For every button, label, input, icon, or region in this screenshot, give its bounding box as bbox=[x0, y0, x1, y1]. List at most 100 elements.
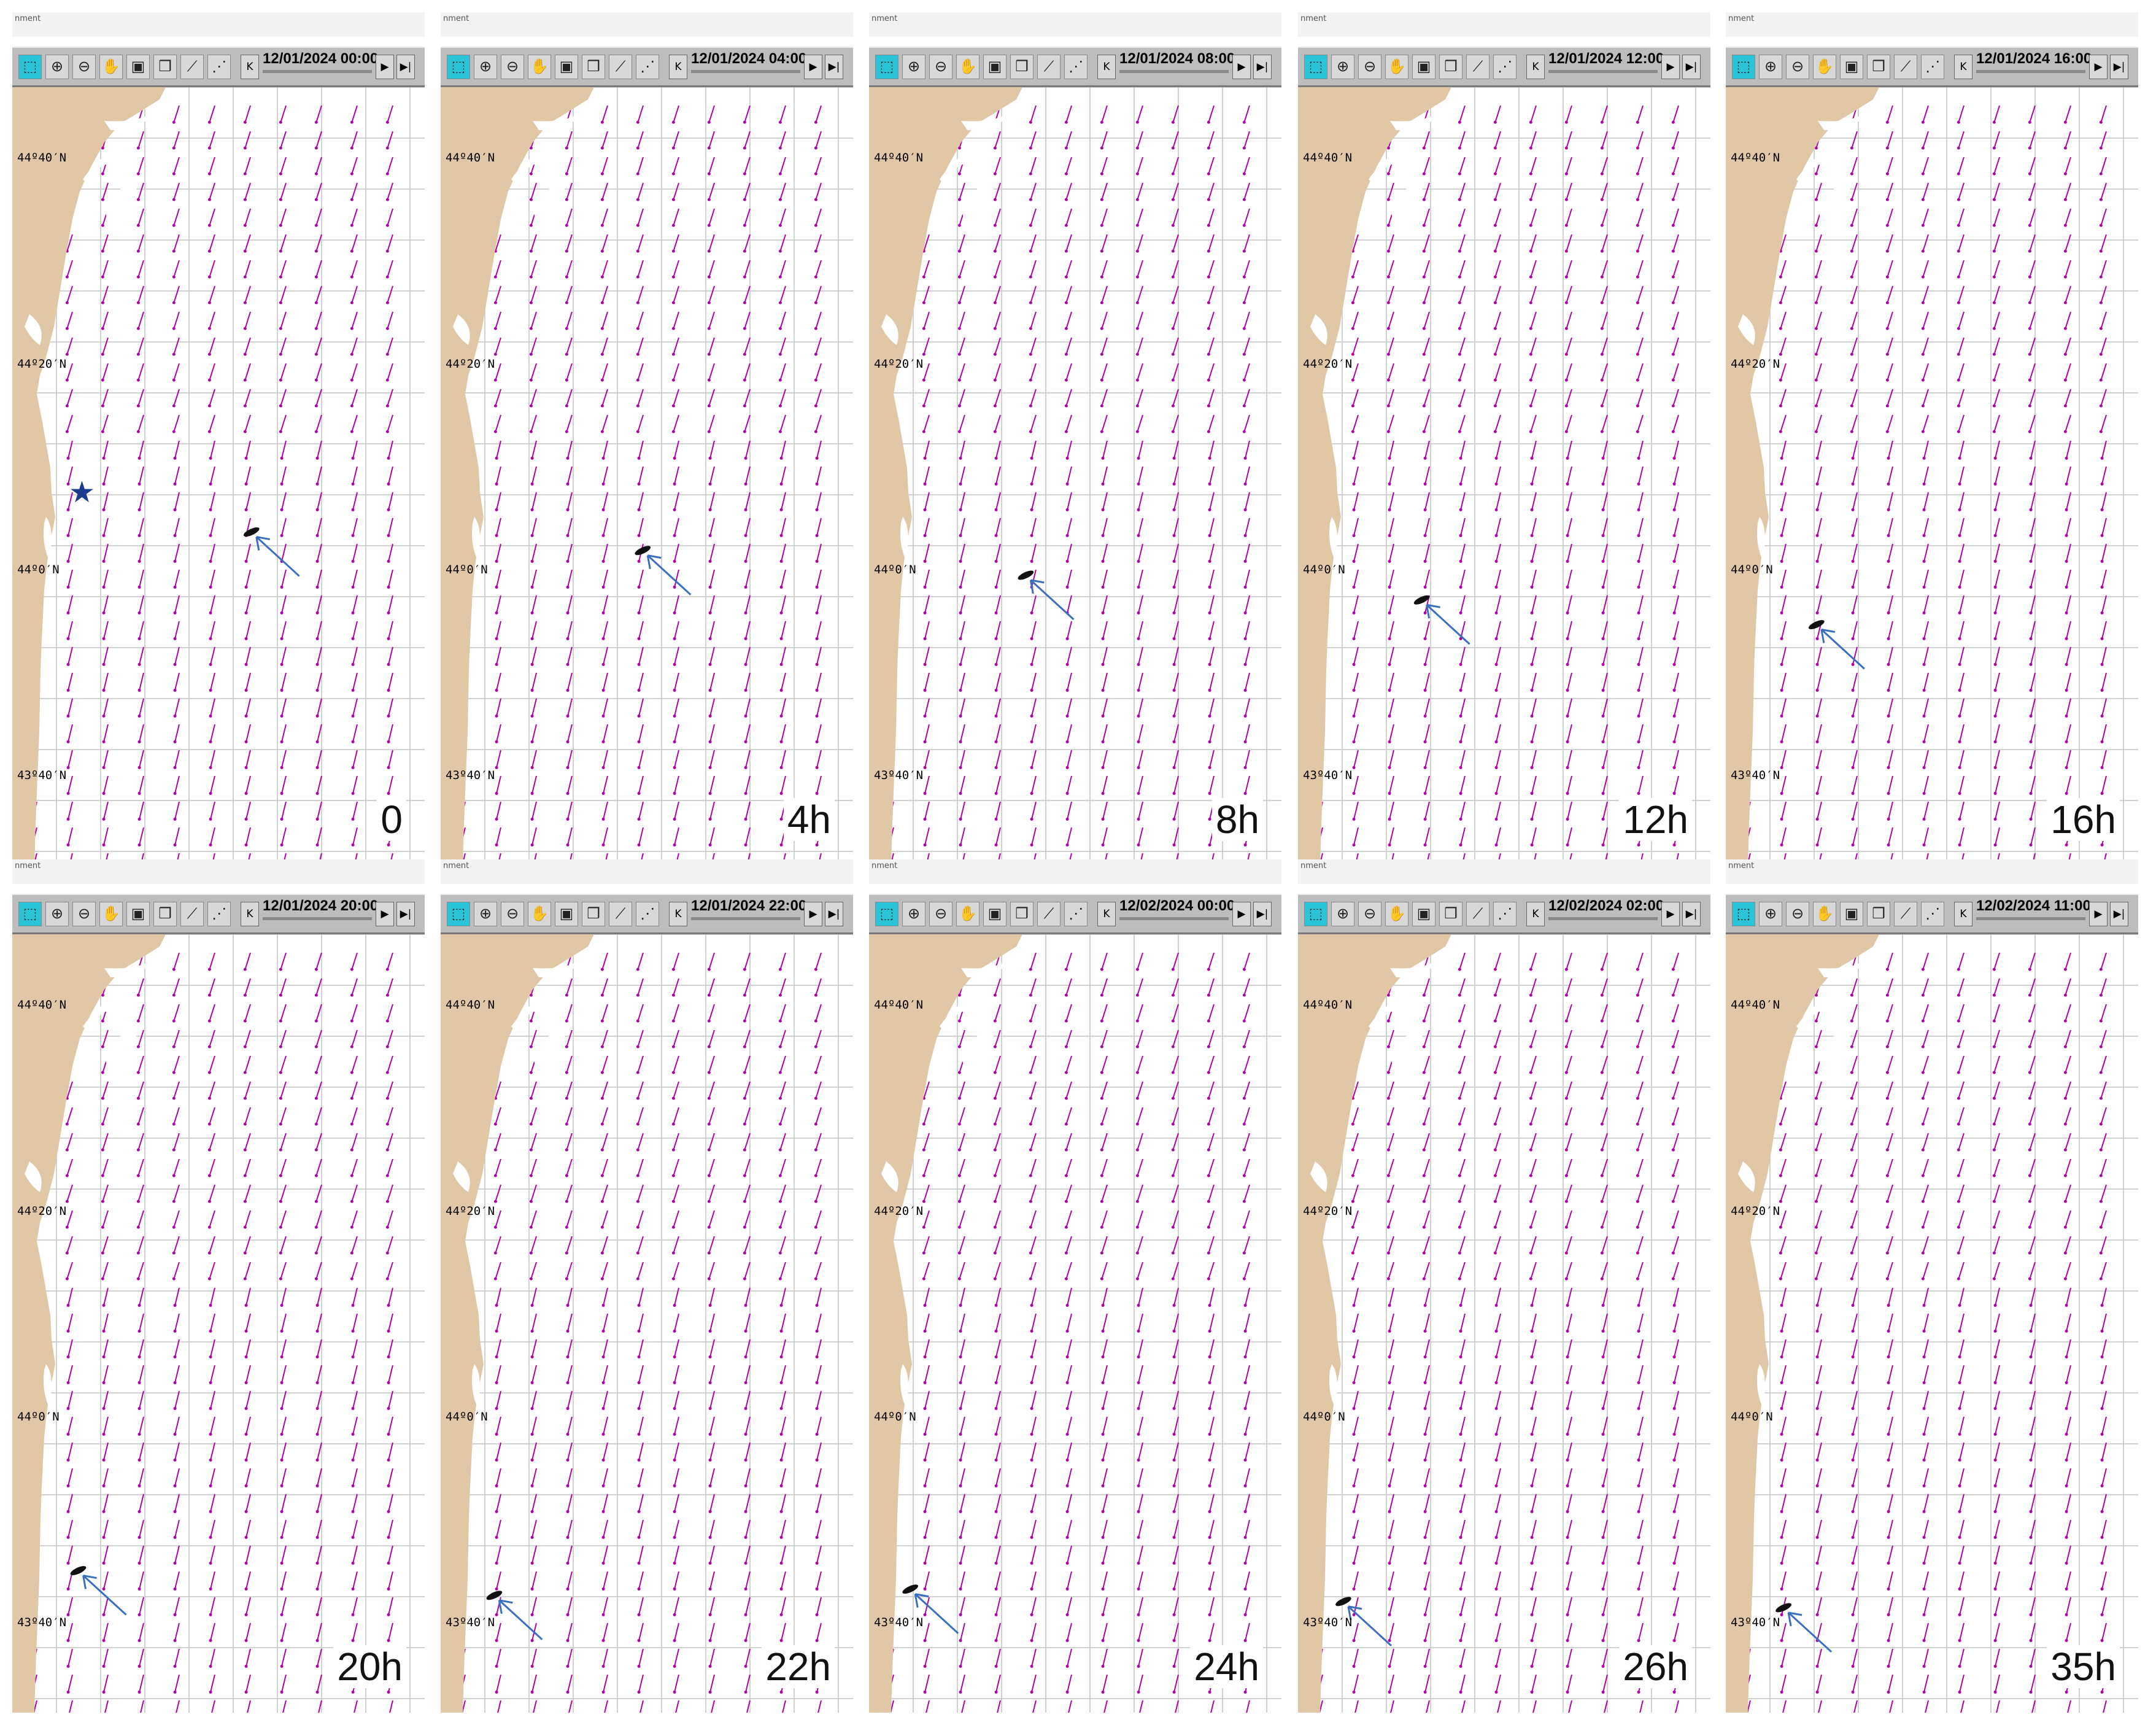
next-frame-button[interactable]: ▶ bbox=[804, 902, 822, 926]
measure-icon[interactable]: ⟋ bbox=[1466, 55, 1489, 79]
select-icon[interactable]: ⬚ bbox=[1732, 55, 1755, 79]
select-icon[interactable]: ⬚ bbox=[18, 55, 42, 79]
track-icon[interactable]: ⋰ bbox=[1921, 55, 1944, 79]
image-icon[interactable]: ▣ bbox=[126, 55, 150, 79]
pan-hand-icon[interactable]: ✋ bbox=[1385, 55, 1408, 79]
current-vector bbox=[1389, 724, 1394, 742]
map-view[interactable]: 44º40′N 44º20′N 44º0′N 43º40′N bbox=[869, 87, 1281, 866]
pan-hand-icon[interactable]: ✋ bbox=[1813, 55, 1836, 79]
image-icon[interactable]: ▣ bbox=[1412, 55, 1435, 79]
first-frame-button[interactable]: K bbox=[1954, 55, 1972, 79]
pan-hand-icon[interactable]: ✋ bbox=[528, 902, 551, 926]
current-vector bbox=[603, 801, 608, 820]
layer-icon[interactable]: ❒ bbox=[1439, 55, 1462, 79]
track-icon[interactable]: ⋰ bbox=[636, 55, 659, 79]
zoom-out-icon[interactable]: ⊖ bbox=[501, 55, 524, 79]
select-icon[interactable]: ⬚ bbox=[18, 902, 42, 926]
measure-icon[interactable]: ⟋ bbox=[180, 902, 204, 926]
current-vector bbox=[674, 1339, 679, 1357]
time-slider[interactable] bbox=[691, 70, 800, 73]
zoom-out-icon[interactable]: ⊖ bbox=[1786, 55, 1809, 79]
first-frame-button[interactable]: K bbox=[669, 55, 687, 79]
zoom-out-icon[interactable]: ⊖ bbox=[72, 902, 96, 926]
last-frame-button[interactable]: ▶| bbox=[825, 55, 843, 79]
time-slider[interactable] bbox=[1548, 70, 1658, 73]
zoom-in-icon[interactable]: ⊕ bbox=[45, 55, 69, 79]
zoom-in-icon[interactable]: ⊕ bbox=[1331, 55, 1354, 79]
map-view[interactable]: 44º40′N 44º20′N 44º0′N 43º40′N bbox=[12, 934, 425, 1713]
layer-icon[interactable]: ❒ bbox=[582, 902, 605, 926]
measure-icon[interactable]: ⟋ bbox=[609, 55, 632, 79]
zoom-out-icon[interactable]: ⊖ bbox=[501, 902, 524, 926]
pan-hand-icon[interactable]: ✋ bbox=[99, 902, 123, 926]
current-vector bbox=[1567, 827, 1572, 845]
zoom-in-icon[interactable]: ⊕ bbox=[474, 902, 497, 926]
next-frame-button[interactable]: ▶ bbox=[1232, 55, 1251, 79]
measure-icon[interactable]: ⟋ bbox=[1037, 55, 1061, 79]
current-vector bbox=[959, 182, 965, 200]
map-view[interactable]: 44º40′N 44º20′N 44º0′N 43º40′N bbox=[441, 934, 853, 1713]
measure-icon[interactable]: ⟋ bbox=[609, 902, 632, 926]
zoom-in-icon[interactable]: ⊕ bbox=[45, 902, 69, 926]
first-frame-button[interactable]: K bbox=[241, 55, 259, 79]
time-slider[interactable] bbox=[1119, 70, 1229, 73]
map-view[interactable]: 44º40′N 44º20′N 44º0′N 43º40′N bbox=[1726, 87, 2138, 866]
layer-icon[interactable]: ❒ bbox=[1867, 55, 1890, 79]
zoom-in-icon[interactable]: ⊕ bbox=[902, 55, 925, 79]
current-vector-head bbox=[1459, 559, 1462, 563]
current-vector-head bbox=[743, 1251, 746, 1255]
pan-hand-icon[interactable]: ✋ bbox=[99, 55, 123, 79]
last-frame-button[interactable]: ▶| bbox=[396, 902, 415, 926]
zoom-in-icon[interactable]: ⊕ bbox=[1759, 55, 1782, 79]
last-frame-button[interactable]: ▶| bbox=[1682, 55, 1701, 79]
map-view[interactable]: ★ 44º40′N 44º20′N 44º0′N 43º40′N bbox=[12, 87, 425, 866]
time-slider[interactable] bbox=[691, 917, 800, 920]
select-icon[interactable]: ⬚ bbox=[1304, 55, 1327, 79]
image-icon[interactable]: ▣ bbox=[126, 902, 150, 926]
track-icon[interactable]: ⋰ bbox=[207, 902, 231, 926]
first-frame-button[interactable]: K bbox=[1097, 55, 1116, 79]
next-frame-button[interactable]: ▶ bbox=[376, 55, 394, 79]
track-icon[interactable]: ⋰ bbox=[207, 55, 231, 79]
zoom-out-icon[interactable]: ⊖ bbox=[1358, 55, 1381, 79]
select-icon[interactable]: ⬚ bbox=[447, 902, 470, 926]
current-vector-head bbox=[314, 1277, 318, 1281]
first-frame-button[interactable]: K bbox=[669, 902, 687, 926]
last-frame-button[interactable]: ▶| bbox=[396, 55, 415, 79]
last-frame-button[interactable]: ▶| bbox=[825, 902, 843, 926]
map-view[interactable]: 44º40′N 44º20′N 44º0′N 43º40′N bbox=[441, 87, 853, 866]
next-frame-button[interactable]: ▶ bbox=[376, 902, 394, 926]
pan-hand-icon[interactable]: ✋ bbox=[528, 55, 551, 79]
pan-hand-icon[interactable]: ✋ bbox=[956, 55, 979, 79]
zoom-out-icon[interactable]: ⊖ bbox=[72, 55, 96, 79]
current-vector bbox=[1423, 337, 1430, 355]
first-frame-button[interactable]: K bbox=[241, 902, 259, 926]
next-frame-button[interactable]: ▶ bbox=[2089, 55, 2108, 79]
time-slider[interactable] bbox=[1976, 70, 2085, 73]
measure-icon[interactable]: ⟋ bbox=[180, 55, 204, 79]
next-frame-button[interactable]: ▶ bbox=[1661, 55, 1680, 79]
next-frame-button[interactable]: ▶ bbox=[804, 55, 822, 79]
zoom-in-icon[interactable]: ⊕ bbox=[474, 55, 497, 79]
image-icon[interactable]: ▣ bbox=[983, 55, 1007, 79]
image-icon[interactable]: ▣ bbox=[555, 55, 578, 79]
layer-icon[interactable]: ❒ bbox=[153, 902, 177, 926]
track-icon[interactable]: ⋰ bbox=[1064, 55, 1088, 79]
layer-icon[interactable]: ❒ bbox=[1010, 55, 1034, 79]
track-icon[interactable]: ⋰ bbox=[1493, 55, 1517, 79]
select-icon[interactable]: ⬚ bbox=[447, 55, 470, 79]
last-frame-button[interactable]: ▶| bbox=[1253, 55, 1272, 79]
zoom-out-icon[interactable]: ⊖ bbox=[929, 55, 952, 79]
measure-icon[interactable]: ⟋ bbox=[1894, 55, 1917, 79]
select-icon[interactable]: ⬚ bbox=[875, 55, 898, 79]
layer-icon[interactable]: ❒ bbox=[582, 55, 605, 79]
last-frame-button[interactable]: ▶| bbox=[2110, 55, 2128, 79]
track-icon[interactable]: ⋰ bbox=[636, 902, 659, 926]
first-frame-button[interactable]: K bbox=[1526, 55, 1545, 79]
layer-icon[interactable]: ❒ bbox=[153, 55, 177, 79]
time-slider[interactable] bbox=[263, 917, 372, 920]
time-slider[interactable] bbox=[263, 70, 372, 73]
image-icon[interactable]: ▣ bbox=[555, 902, 578, 926]
image-icon[interactable]: ▣ bbox=[1840, 55, 1863, 79]
map-view[interactable]: 44º40′N 44º20′N 44º0′N 43º40′N bbox=[1298, 87, 1710, 866]
